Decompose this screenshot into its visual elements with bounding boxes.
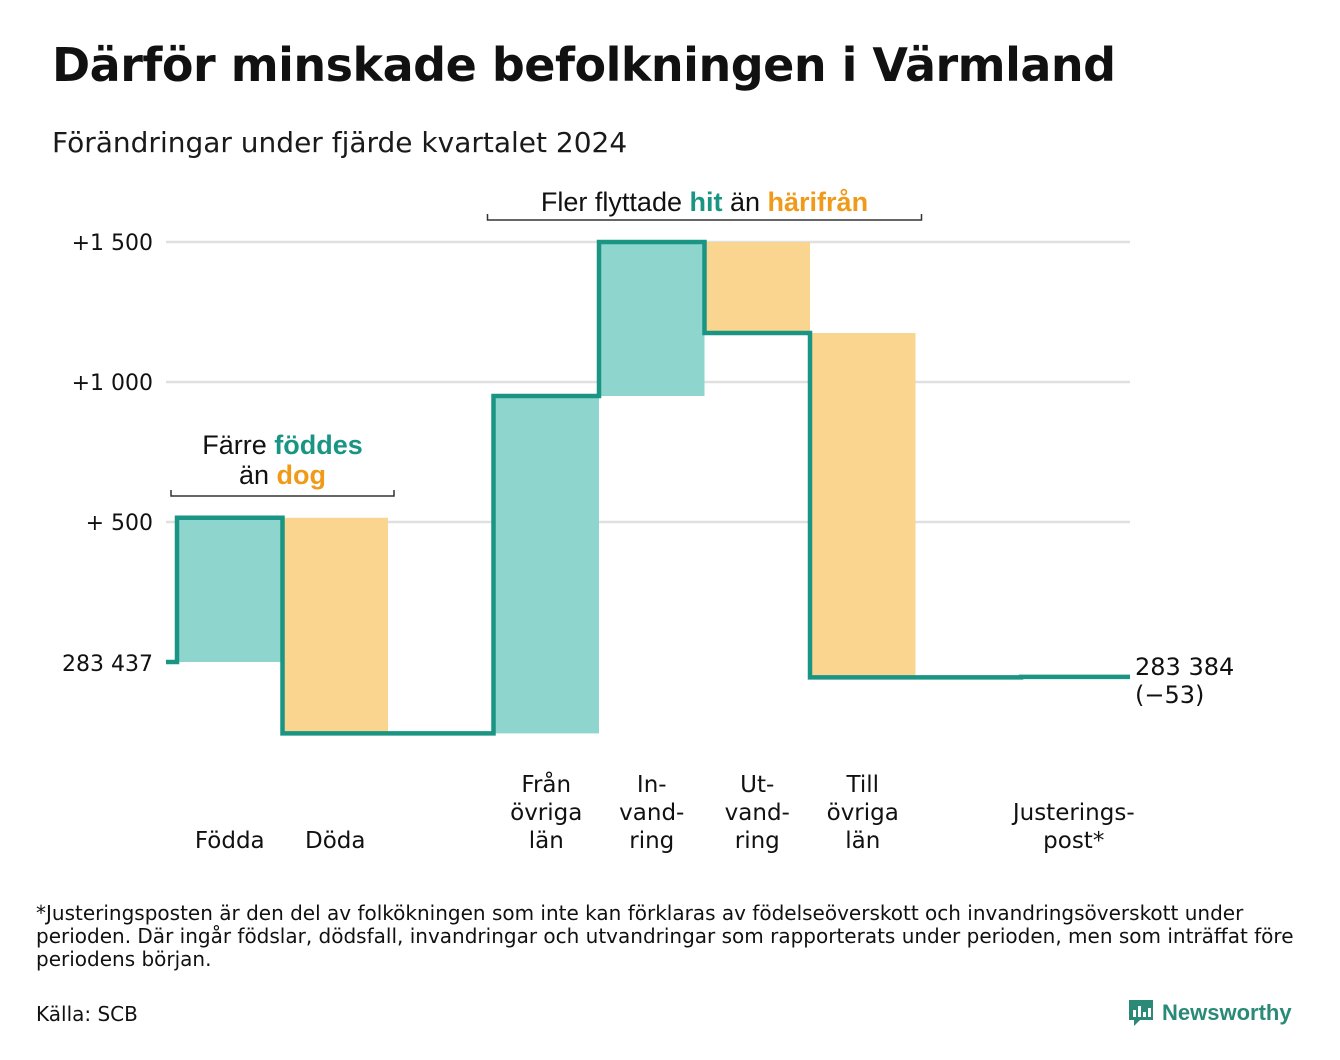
category-label: Justerings- (1011, 800, 1135, 826)
category-label: Döda (305, 828, 365, 854)
category-label: län (529, 828, 564, 854)
waterfall-bar (810, 333, 916, 678)
waterfall-bar (493, 396, 599, 734)
category-label: Ut- (740, 772, 774, 798)
category-label: övriga (510, 800, 582, 826)
chart-title: Därför minskade befolkningen i Värmland (52, 38, 1116, 92)
waterfall-bar (704, 242, 810, 333)
annotation-text: Färre föddes (202, 430, 363, 460)
waterfall-bar (177, 517, 283, 662)
y-tick-label: +1 500 (72, 231, 153, 256)
category-label: ring (735, 828, 780, 854)
brand-logo: Newsworthy (1128, 998, 1292, 1028)
end-value-label: 283 384 (1135, 653, 1234, 681)
chart-subtitle: Förändringar under fjärde kvartalet 2024 (52, 126, 628, 159)
brand-name: Newsworthy (1162, 1000, 1292, 1025)
category-label: vand- (725, 800, 790, 826)
end-change-label: (−53) (1135, 681, 1204, 709)
annotation-text: än dog (239, 460, 326, 490)
waterfall-step-line (166, 239, 1130, 736)
category-label: vand- (619, 800, 684, 826)
waterfall-chart: + 500 +1 000 +1 500 283 437 283 384(−53) Född… (62, 187, 1234, 854)
category-label: län (845, 828, 880, 854)
newsworthy-icon (1129, 1000, 1153, 1026)
waterfall-bar (282, 517, 388, 734)
y-tick-label: +1 000 (72, 371, 153, 396)
category-label: Födda (195, 828, 265, 854)
category-label: övriga (827, 800, 899, 826)
waterfall-bar (599, 242, 705, 396)
y-tick-label: + 500 (86, 511, 153, 536)
annotation-bracket (170, 490, 395, 497)
category-label: In- (637, 772, 667, 798)
start-value-label: 283 437 (62, 652, 153, 677)
category-label: Från (521, 770, 571, 798)
annotation-bracket (486, 214, 923, 221)
footnote: *Justeringsposten är den del av folkökni… (36, 901, 1294, 971)
category-label: Till (845, 772, 879, 798)
category-label: ring (629, 828, 674, 854)
category-label: post* (1043, 828, 1104, 854)
annotation-text: Fler flyttade hit än härifrån (541, 187, 868, 217)
source-note: Källa: SCB (36, 1002, 138, 1026)
